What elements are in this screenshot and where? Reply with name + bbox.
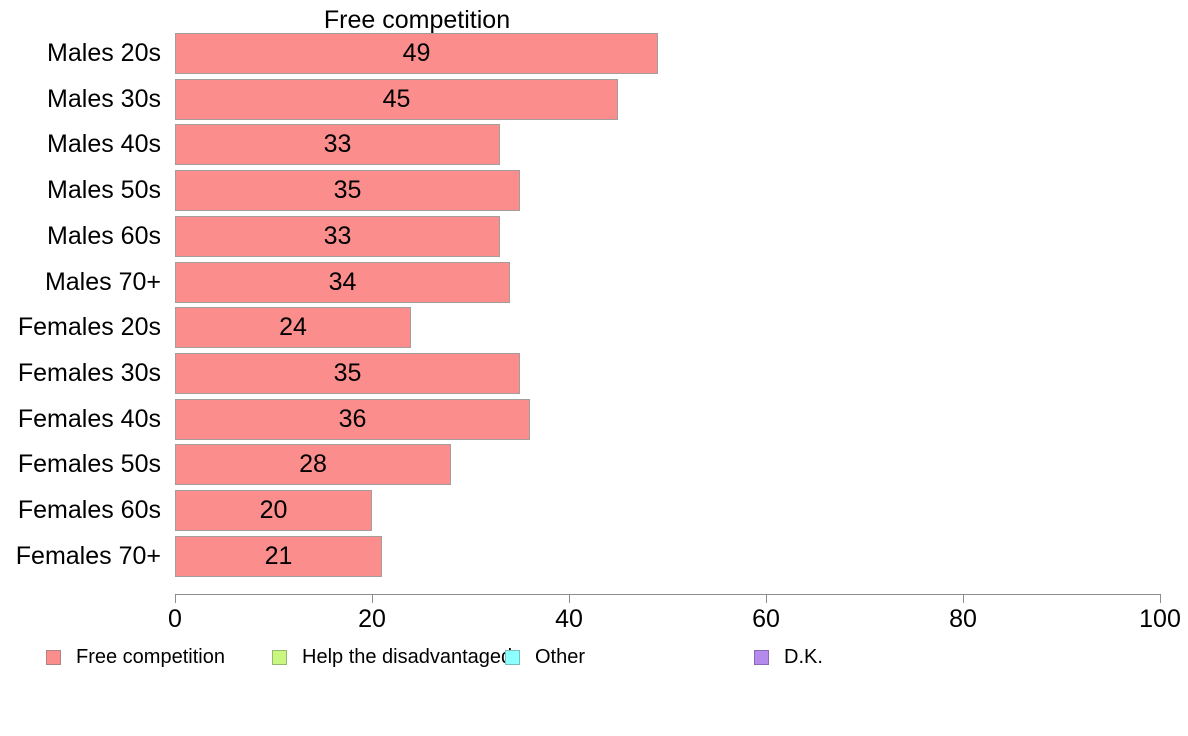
legend-swatch xyxy=(754,650,769,665)
bar: 28 xyxy=(175,444,451,485)
x-axis-tick xyxy=(569,594,570,603)
category-label: Females 30s xyxy=(17,359,161,387)
bar-value-label: 28 xyxy=(299,450,327,478)
legend-swatch xyxy=(46,650,61,665)
x-axis-tick-label: 40 xyxy=(555,605,583,633)
category-label: Males 40s xyxy=(47,130,161,158)
bar: 35 xyxy=(175,353,520,394)
category-label: Females 70+ xyxy=(15,542,161,570)
bar: 34 xyxy=(175,262,510,303)
category-label: Males 60s xyxy=(47,222,161,250)
bar: 33 xyxy=(175,216,500,257)
legend-item: Other xyxy=(505,646,585,669)
x-axis-tick-label: 100 xyxy=(1139,605,1181,633)
legend-swatch xyxy=(272,650,287,665)
x-axis-tick-label: 80 xyxy=(949,605,977,633)
bar: 45 xyxy=(175,79,618,120)
bar-value-label: 21 xyxy=(264,542,293,570)
bar-value-label: 35 xyxy=(333,359,362,387)
bar-value-label: 34 xyxy=(328,268,357,296)
x-axis-tick xyxy=(766,594,767,603)
bar-value-label: 33 xyxy=(323,130,352,158)
legend-label: Other xyxy=(535,646,586,668)
legend-label: D.K. xyxy=(784,646,823,668)
bar-value-label: 36 xyxy=(338,405,367,433)
bar-value-label: 20 xyxy=(259,496,288,524)
bar: 21 xyxy=(175,536,382,577)
x-axis-line xyxy=(175,594,1160,595)
legend-item: D.K. xyxy=(754,646,823,669)
x-axis-tick-label: 0 xyxy=(168,605,182,633)
category-label: Males 70+ xyxy=(44,268,161,296)
category-label: Females 60s xyxy=(17,496,161,524)
category-label: Males 50s xyxy=(47,176,161,204)
bar: 33 xyxy=(175,124,500,165)
legend-item: Free competition xyxy=(46,646,225,669)
category-label: Females 40s xyxy=(17,405,161,433)
bar: 20 xyxy=(175,490,372,531)
category-label: Females 20s xyxy=(17,313,161,341)
x-axis-tick xyxy=(963,594,964,603)
bar-value-label: 45 xyxy=(382,85,411,113)
legend-swatch xyxy=(505,650,520,665)
category-label: Males 20s xyxy=(47,39,161,67)
category-label: Males 30s xyxy=(47,85,161,113)
x-axis-tick xyxy=(1160,594,1161,603)
bar: 35 xyxy=(175,170,520,211)
bar-value-label: 35 xyxy=(333,176,362,204)
bar-value-label: 24 xyxy=(279,313,307,341)
bar-value-label: 33 xyxy=(323,222,352,250)
legend-label: Free competition xyxy=(76,646,225,668)
bar: 49 xyxy=(175,33,658,74)
bar: 24 xyxy=(175,307,411,348)
legend-item: Help the disadvantaged xyxy=(272,646,512,669)
bar-value-label: 49 xyxy=(402,39,431,67)
chart-title: Free competition xyxy=(323,6,511,34)
x-axis-tick xyxy=(175,594,176,603)
x-axis-tick-label: 20 xyxy=(358,605,386,633)
category-label: Females 50s xyxy=(17,450,161,478)
bar: 36 xyxy=(175,399,530,440)
x-axis-tick xyxy=(372,594,373,603)
x-axis-tick-label: 60 xyxy=(752,605,780,633)
legend-label: Help the disadvantaged xyxy=(302,646,513,668)
